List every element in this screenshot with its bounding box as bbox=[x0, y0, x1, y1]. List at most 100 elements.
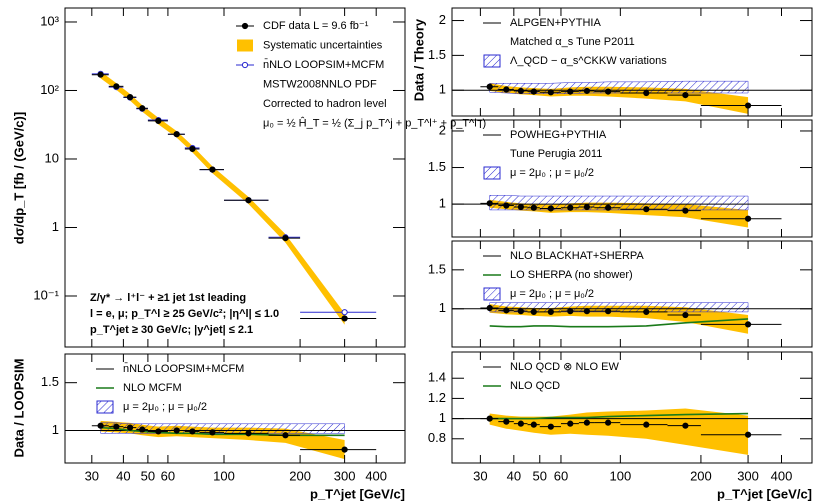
theory-line bbox=[489, 412, 749, 420]
data-point bbox=[97, 71, 104, 78]
data-point bbox=[643, 206, 650, 213]
x-tick-label: 30 bbox=[473, 468, 487, 483]
data-point bbox=[503, 86, 510, 93]
y-tick-label: 1.2 bbox=[428, 390, 446, 405]
frame bbox=[451, 240, 813, 348]
data-point bbox=[567, 420, 574, 427]
data-point bbox=[583, 87, 591, 95]
x-tick-label: 100 bbox=[213, 468, 235, 483]
y-axis-label: Data / LOOPSIM bbox=[11, 359, 26, 458]
x-tick-label: 300 bbox=[334, 468, 356, 483]
legend-label: μ = 2μ₀ ; μ = μ₀/2 bbox=[123, 401, 207, 413]
legend-label: NLO MCFM bbox=[123, 382, 182, 394]
data-point bbox=[503, 202, 510, 209]
legend-label: n̄NLO LOOPSIM+MCFM bbox=[123, 362, 244, 375]
x-tick-label: 50 bbox=[533, 468, 547, 483]
y-tick-label: 1 bbox=[439, 410, 446, 425]
frame bbox=[451, 7, 813, 117]
data-point bbox=[486, 200, 493, 207]
y-tick-label: 2 bbox=[439, 12, 446, 27]
data-point bbox=[245, 197, 252, 204]
annotation: p_T^jet ≥ 30 GeV/c; |y^jet| ≤ 2.1 bbox=[90, 324, 253, 336]
data-point bbox=[341, 446, 348, 453]
data-point bbox=[583, 419, 591, 426]
data-point bbox=[341, 315, 348, 322]
data-point bbox=[173, 131, 180, 138]
legend-note: Tune Perugia 2011 bbox=[510, 148, 602, 160]
data-point bbox=[503, 418, 510, 425]
legend-note: MSTW2008NNLO PDF bbox=[263, 78, 377, 90]
y-tick-label: 1 bbox=[439, 300, 446, 315]
annotation: Z/γ* → l⁺l⁻ + ≥1 jet 1st leading bbox=[90, 292, 246, 304]
plot-area bbox=[452, 302, 812, 334]
systematic-band bbox=[489, 408, 749, 455]
legend-marker bbox=[241, 61, 249, 69]
y-tick-label: 1.5 bbox=[428, 159, 446, 174]
legend-label: Systematic uncertainties bbox=[263, 39, 383, 51]
data-point bbox=[282, 234, 289, 242]
legend-label: LO SHERPA (no shower) bbox=[510, 269, 633, 281]
data-point bbox=[682, 207, 689, 214]
data-point bbox=[604, 88, 612, 95]
data-point bbox=[643, 308, 650, 316]
data-point bbox=[113, 83, 120, 90]
legend-label: μ = 2μ₀ ; μ = μ₀/2 bbox=[510, 167, 594, 179]
scale-band bbox=[489, 302, 749, 313]
data-point bbox=[547, 89, 554, 96]
legend-swatch bbox=[483, 54, 501, 68]
data-point bbox=[486, 83, 493, 90]
data-point bbox=[547, 423, 554, 430]
plot-area bbox=[91, 70, 377, 325]
data-point bbox=[189, 428, 196, 435]
y-tick-label: 1 bbox=[52, 422, 59, 437]
data-point bbox=[643, 89, 650, 97]
data-point bbox=[744, 215, 752, 222]
legend-label: NLO BLACKHAT+SHERPA bbox=[510, 250, 644, 262]
legend-swatch bbox=[237, 39, 253, 52]
legend-swatch bbox=[96, 400, 114, 414]
data-point bbox=[173, 427, 180, 434]
x-tick-label: 200 bbox=[289, 468, 311, 483]
data-point bbox=[530, 308, 537, 316]
legend-label: ALPGEN+PYTHIA bbox=[510, 17, 601, 29]
y-tick-label: 1.5 bbox=[428, 261, 446, 276]
y-tick-label: 2 bbox=[439, 122, 446, 137]
frame bbox=[451, 119, 813, 238]
data-point bbox=[583, 203, 591, 211]
x-tick-label: 400 bbox=[365, 468, 387, 483]
data-point bbox=[567, 204, 574, 211]
annotation: l = e, μ; p_T^l ≥ 25 GeV/c²; |η^l| ≤ 1.0 bbox=[90, 308, 279, 320]
data-point bbox=[744, 431, 752, 438]
plot-area bbox=[452, 80, 812, 114]
x-tick-label: 100 bbox=[609, 468, 631, 483]
data-point bbox=[113, 423, 120, 430]
y-tick-label: 1 bbox=[439, 196, 446, 211]
legend-label: CDF data L = 9.6 fb⁻¹ bbox=[263, 20, 369, 32]
legend-label: Λ_QCD − α_s^CKKW variations bbox=[510, 55, 667, 67]
x-axis-label: p_T^jet [GeV/c] bbox=[717, 486, 812, 501]
y-tick-label: 1.5 bbox=[41, 374, 59, 389]
data-point bbox=[209, 429, 216, 436]
legend-label: NLO QCD bbox=[510, 380, 560, 392]
data-point bbox=[282, 432, 289, 439]
legend-label: NLO QCD ⊗ NLO EW bbox=[510, 361, 619, 373]
legend-label: μ = 2μ₀ ; μ = μ₀/2 bbox=[510, 288, 594, 300]
frame bbox=[64, 7, 406, 348]
data-point bbox=[139, 426, 146, 433]
data-point bbox=[517, 203, 524, 211]
y-tick-label: 10⁻¹ bbox=[33, 287, 59, 302]
y-tick-label: 10² bbox=[40, 82, 59, 97]
y-tick-label: 1.5 bbox=[428, 47, 446, 62]
y-tick-label: 10 bbox=[45, 150, 59, 165]
y-axis-label: Data / Theory bbox=[411, 18, 426, 101]
legend-note: Matched α_s Tune P2011 bbox=[510, 36, 635, 48]
data-point bbox=[682, 311, 689, 319]
data-point bbox=[126, 94, 134, 101]
data-point bbox=[503, 307, 510, 314]
data-point bbox=[209, 166, 216, 173]
data-point bbox=[744, 102, 752, 109]
data-point bbox=[155, 117, 162, 124]
data-point bbox=[517, 420, 524, 427]
data-point bbox=[567, 308, 574, 315]
data-point bbox=[126, 424, 134, 431]
